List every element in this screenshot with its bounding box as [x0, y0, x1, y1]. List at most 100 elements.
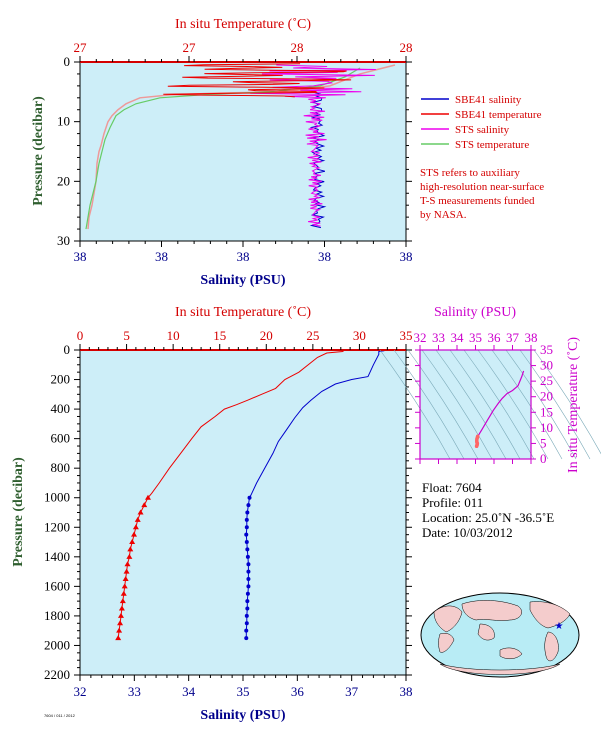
salinity-sample-marker — [245, 547, 250, 552]
top-y-tick-label: 30 — [57, 233, 70, 248]
ts-y-tick-label: 15 — [540, 404, 553, 419]
salinity-sample-marker — [246, 584, 251, 589]
footer-tag: 7604 / 011 / 2012 — [44, 713, 76, 718]
ts-x-tick-label: 34 — [451, 330, 465, 345]
main-x-tick-label: 34 — [182, 684, 196, 699]
temperature-sample-marker — [121, 583, 128, 589]
temperature-sample-marker — [115, 635, 122, 641]
salinity-sample-marker — [244, 517, 249, 522]
salinity-sample-marker — [246, 569, 251, 574]
salinity-sample-marker — [244, 636, 249, 641]
ts-y-tick-label: 20 — [540, 389, 553, 404]
legend-label: STS salinity — [455, 124, 510, 136]
main-chart-y-axis-title: Pressure (decibar) — [11, 457, 26, 567]
ts-chart-top-axis-title: Salinity (PSU) — [434, 305, 516, 320]
legend-label: STS temperature — [455, 139, 529, 151]
ts-density-contour — [519, 349, 591, 460]
main-chart-top-axis-title: In situ Temperature (˚C) — [175, 305, 311, 320]
salinity-sample-marker — [246, 503, 251, 508]
temperature-sample-marker — [134, 516, 141, 522]
top-chart-y-axis-title: Pressure (decibar) — [31, 96, 46, 206]
ts-y-tick-label: 30 — [540, 358, 553, 373]
top-x2-tick-label: 28 — [291, 40, 304, 55]
main-x-tick-label: 35 — [237, 684, 250, 699]
salinity-sample-marker — [245, 591, 250, 596]
main-x-tick-label: 38 — [400, 684, 413, 699]
temperature-sample-marker — [117, 620, 124, 626]
world-map: ★ — [420, 592, 580, 678]
main-y-tick-label: 400 — [51, 401, 71, 416]
top-x2-tick-label: 27 — [74, 40, 88, 55]
temperature-sample-marker — [117, 612, 124, 618]
ts-y-tick-label: 10 — [540, 420, 553, 435]
main-x2-tick-label: 5 — [123, 328, 130, 343]
main-x2-tick-label: 0 — [77, 328, 84, 343]
legend-note-line-3: T-S measurements funded — [420, 195, 535, 207]
top-x2-tick-label: 27 — [183, 40, 197, 55]
top-y-tick-label: 0 — [64, 54, 71, 69]
sts-salinity-line — [250, 64, 376, 227]
world-map-land — [433, 600, 571, 675]
legend-label: SBE41 temperature — [455, 109, 542, 121]
temperature-sample-marker — [126, 553, 133, 559]
ts-density-contour — [463, 349, 535, 460]
temperature-sample-marker — [132, 524, 139, 530]
top-chart-bottom-axis-title: Salinity (PSU) — [200, 273, 286, 288]
main-chart: 0200400600800100012001400160018002000220… — [11, 305, 413, 723]
main-y-tick-label: 0 — [64, 342, 71, 357]
ts-density-contour — [407, 349, 479, 460]
legend-note-line-4: by NASA. — [420, 209, 467, 221]
main-y-tick-label: 1000 — [44, 490, 70, 505]
main-y-tick-label: 1800 — [44, 608, 70, 623]
float-info: Float: 7604 Profile: 011 Location: 25.0˚… — [422, 480, 554, 540]
top-plot-background — [80, 62, 406, 241]
main-y-tick-label: 2000 — [44, 637, 70, 652]
temperature-sample-marker — [124, 561, 131, 567]
ts-density-contour — [491, 349, 563, 460]
ts-x-tick-label: 35 — [469, 330, 482, 345]
top-chart-top-axis-title: In situ Temperature (˚C) — [175, 17, 311, 32]
ts-y-tick-label: 0 — [540, 451, 547, 466]
main-x-tick-label: 33 — [128, 684, 141, 699]
salinity-sample-marker — [244, 532, 249, 537]
legend-label: SBE41 salinity — [455, 94, 522, 106]
ts-y-tick-label: 5 — [540, 435, 547, 450]
ts-density-contour — [435, 349, 507, 460]
ts-density-contour — [449, 349, 521, 460]
main-y-tick-label: 2200 — [44, 667, 70, 682]
ts-chart-right-axis-title: In situ Temperature (˚C) — [566, 337, 581, 473]
float-location: Location: 25.0˚N -36.5˚E — [422, 510, 554, 525]
main-x2-tick-label: 20 — [260, 328, 273, 343]
temperature-sample-marker — [122, 575, 129, 581]
main-y-tick-label: 600 — [51, 431, 71, 446]
main-x-tick-label: 32 — [74, 684, 87, 699]
top-x-tick-label: 38 — [155, 249, 168, 264]
top-x-tick-label: 38 — [400, 249, 413, 264]
ts-x-tick-label: 37 — [506, 330, 520, 345]
top-x-tick-label: 38 — [237, 249, 250, 264]
legend-note-line-1: STS refers to auxiliary — [420, 167, 520, 179]
temperature-sample-marker — [129, 539, 136, 545]
top-chart: 0 10 20 30 38 38 38 38 38 27 27 28 28 In situ Temper… — [31, 17, 413, 288]
ts-x-tick-label: 32 — [414, 330, 427, 345]
salinity-sample-marker — [245, 554, 250, 559]
main-x2-tick-label: 35 — [400, 328, 413, 343]
temperature-sample-marker — [123, 568, 130, 574]
salinity-sample-marker — [244, 621, 249, 626]
temperature-sample-marker — [118, 605, 125, 611]
temperature-sample-marker — [144, 494, 151, 500]
salinity-sample-marker — [246, 576, 251, 581]
main-x2-tick-label: 15 — [213, 328, 226, 343]
float-location-marker: ★ — [555, 621, 564, 632]
ts-density-contour — [379, 349, 451, 460]
ts-density-contour — [505, 349, 577, 460]
salinity-sample-marker — [245, 606, 250, 611]
temperature-sample-marker — [120, 590, 127, 596]
salinity-sample-marker — [245, 510, 250, 515]
main-y-tick-label: 200 — [51, 372, 71, 387]
salinity-sample-marker — [245, 599, 250, 604]
top-y-tick-label: 10 — [57, 114, 70, 129]
temperature-sample-marker — [141, 502, 148, 508]
